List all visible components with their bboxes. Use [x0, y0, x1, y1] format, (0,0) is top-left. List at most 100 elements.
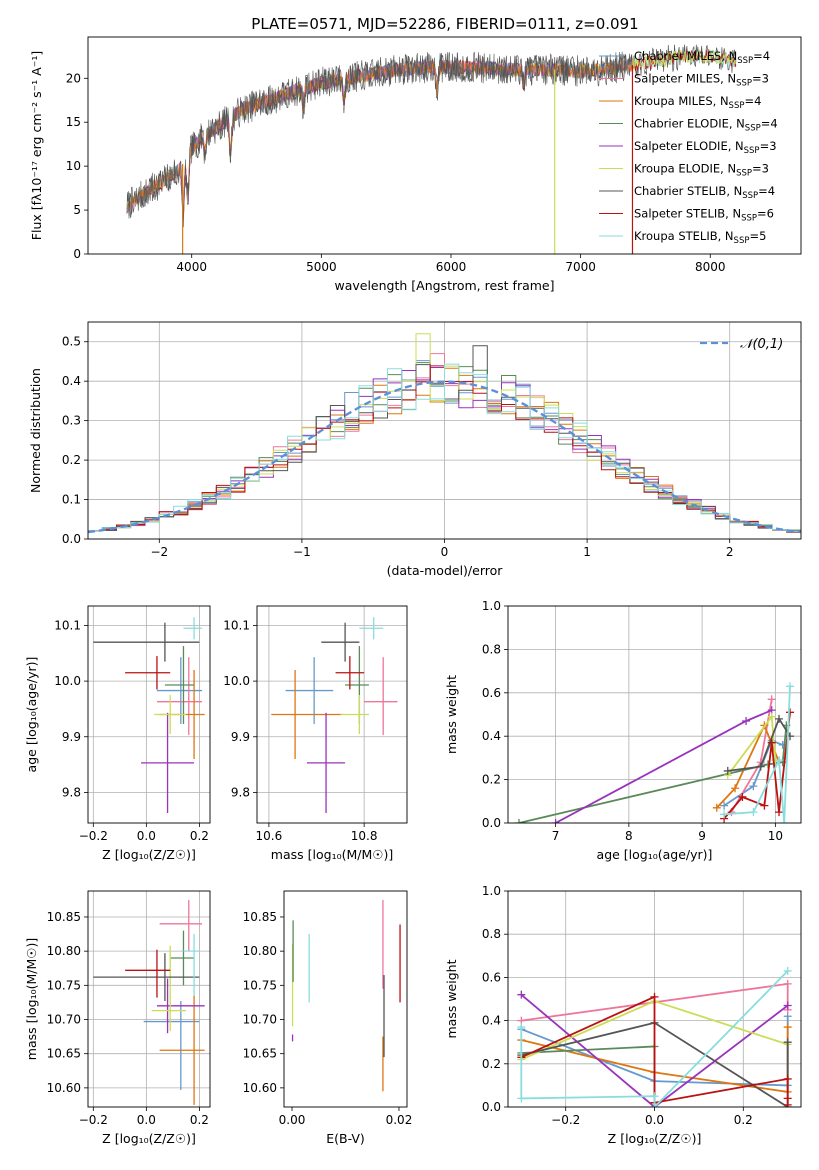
model-salpeter-stelib-weight-series	[517, 992, 792, 1107]
x-tick-label: −0.2	[79, 829, 108, 843]
y-tick-label: 10.75	[243, 978, 277, 992]
legend-entry-value: =6	[757, 207, 774, 221]
legend-entry: 𝒩(0,1)	[740, 337, 783, 352]
model-kroupa-miles-errorbar	[159, 995, 205, 1105]
y-tick-label: 9.8	[231, 785, 250, 799]
y-tick-label: 1.0	[482, 884, 501, 898]
axes-frame	[256, 605, 408, 824]
y-tick-label: 0.2	[482, 773, 501, 787]
weight-marker	[783, 966, 792, 975]
grid	[88, 322, 801, 540]
y-tick-label: 10.60	[243, 1081, 277, 1095]
weight-marker	[749, 782, 758, 791]
y-tick-label: 10.60	[47, 1081, 81, 1095]
model-kroupa-stelib-errorbar	[183, 617, 203, 640]
y-tick-label: 9.9	[231, 730, 250, 744]
mass-vs-Z-panel: −0.2 0.0 0.2 10.60 10.65 10.70 10.75 10.80 10.85…	[24, 890, 211, 1146]
model-salpeter-miles-errorbar	[364, 657, 398, 736]
age-vs-mass-panel: 10.6 10.8 9.8 9.9 10.0 10.1 mass [log₁₀(M/M☉)]	[223, 605, 408, 862]
x-tick-label: 10.6	[256, 829, 283, 843]
y-tick-label: 10.65	[243, 1047, 277, 1061]
model-chabrier-stelib-errorbar	[93, 953, 200, 1002]
model-chabrier-elodie-errorbar	[170, 930, 195, 986]
x-axis-label: mass [log₁₀(M/M☉)]	[271, 847, 393, 862]
model-salpeter-elodie-errorbar	[141, 712, 195, 813]
plot-area	[93, 899, 205, 1105]
weight-marker	[786, 682, 795, 691]
model-kroupa-stelib-errorbar	[183, 934, 200, 996]
y-tick-label: 0.6	[482, 970, 501, 984]
grid	[88, 891, 210, 1107]
weight-marker	[720, 801, 729, 810]
axes-frame	[87, 605, 211, 824]
y-tick-label: 10.85	[47, 910, 81, 924]
x-tick-label: 0	[441, 545, 449, 559]
weight-marker	[551, 819, 560, 823]
axes-frame	[507, 890, 802, 1108]
x-tick-label: 8	[625, 829, 633, 843]
normal-reference-curve	[88, 380, 801, 534]
legend-entry-subscript: SSP	[729, 101, 745, 111]
x-tick-label: −1	[293, 545, 311, 559]
weight-line	[518, 725, 788, 823]
y-tick-label: 0.8	[482, 642, 501, 656]
weight-marker	[767, 712, 776, 721]
y-tick-label: 0	[73, 247, 81, 261]
y-tick-label: 10.70	[47, 1013, 81, 1027]
legend-entry-main: Kroupa MILES, N	[634, 94, 729, 108]
legend-entry-value: =4	[758, 184, 775, 198]
model-salpeter-elodie-errorbar	[156, 978, 205, 1034]
y-tick-label: 5	[73, 203, 81, 217]
y-tick-label: 10	[66, 159, 81, 173]
y-tick-label: 0.1	[62, 493, 81, 507]
weight-marker	[517, 1094, 526, 1103]
model-chabrier-elodie-spectrum-line	[178, 60, 555, 221]
x-tick-label: 4000	[176, 260, 207, 274]
y-tick-label: 20	[66, 71, 81, 85]
model-salpeter-elodie-spectrum-line	[178, 60, 555, 210]
plot-area	[126, 44, 737, 254]
model-salpeter-stelib-weight-series	[720, 708, 795, 823]
weight-marker	[783, 1074, 792, 1083]
weight-marker	[517, 990, 526, 999]
weight-marker	[650, 1103, 659, 1107]
x-axis-label: Z [log₁₀(Z/Z☉)]	[102, 1131, 196, 1146]
weight-line	[521, 1021, 789, 1107]
model-chabrier-miles-errorbar	[143, 1001, 200, 1090]
weight-marker	[786, 708, 795, 717]
weight-marker	[783, 1100, 792, 1107]
y-tick-label: 0.3	[62, 414, 81, 428]
y-tick-label: 0.4	[62, 374, 81, 388]
legend-entry-subscript: SSP	[741, 214, 757, 224]
x-tick-label: 5000	[306, 260, 337, 274]
y-tick-label: 0.0	[62, 532, 81, 546]
legend-entry-subscript: SSP	[737, 56, 753, 66]
legend-entry: Salpeter STELIB, NSSP=6	[634, 207, 774, 224]
x-tick-label: 9	[698, 829, 706, 843]
x-axis-label: Z [log₁₀(Z/Z☉)]	[102, 847, 196, 862]
legend-entry-value: =3	[752, 72, 769, 86]
legend-entry-main: Salpeter MILES, N	[634, 72, 736, 86]
y-tick-label: 0.8	[482, 927, 501, 941]
model-chabrier-stelib-errorbar	[93, 622, 200, 662]
model-chabrier-elodie-errorbar	[345, 646, 369, 724]
x-tick-label: 7000	[565, 260, 596, 274]
plot-area	[271, 617, 398, 813]
legend-entry-main: Salpeter ELODIE, N	[634, 139, 744, 153]
model-kroupa-miles-errorbar	[271, 669, 343, 760]
model-salpeter-miles-errorbar	[156, 657, 203, 736]
model-chabrier-miles-errorbar	[285, 657, 334, 724]
legend: 𝒩(0,1)	[700, 337, 783, 352]
axes-frame	[283, 890, 408, 1108]
y-tick-label: 10.85	[243, 910, 277, 924]
weights-vs-Z-panel: −0.2 0.0 0.2 0.0 0.2 0.4 0.6 0.8 1.0 Z [log₁₀(Z/Z…	[444, 884, 802, 1146]
residuals-panel: −2 −1 0 1 2 0.0 0.1 0.2 0.3 0.4 0.5 (data-model)/er…	[28, 321, 802, 578]
y-tick-label: 0.2	[62, 453, 81, 467]
y-tick-label: 0.0	[482, 816, 501, 830]
x-tick-label: −0.2	[79, 1113, 108, 1127]
x-axis-label: wavelength [Angstrom, rest frame]	[334, 278, 554, 293]
legend-entry-main: Salpeter STELIB, N	[634, 207, 741, 221]
weight-marker	[783, 1038, 792, 1047]
figure-title: PLATE=0571, MJD=52286, FIBERID=0111, z=0…	[251, 15, 638, 33]
